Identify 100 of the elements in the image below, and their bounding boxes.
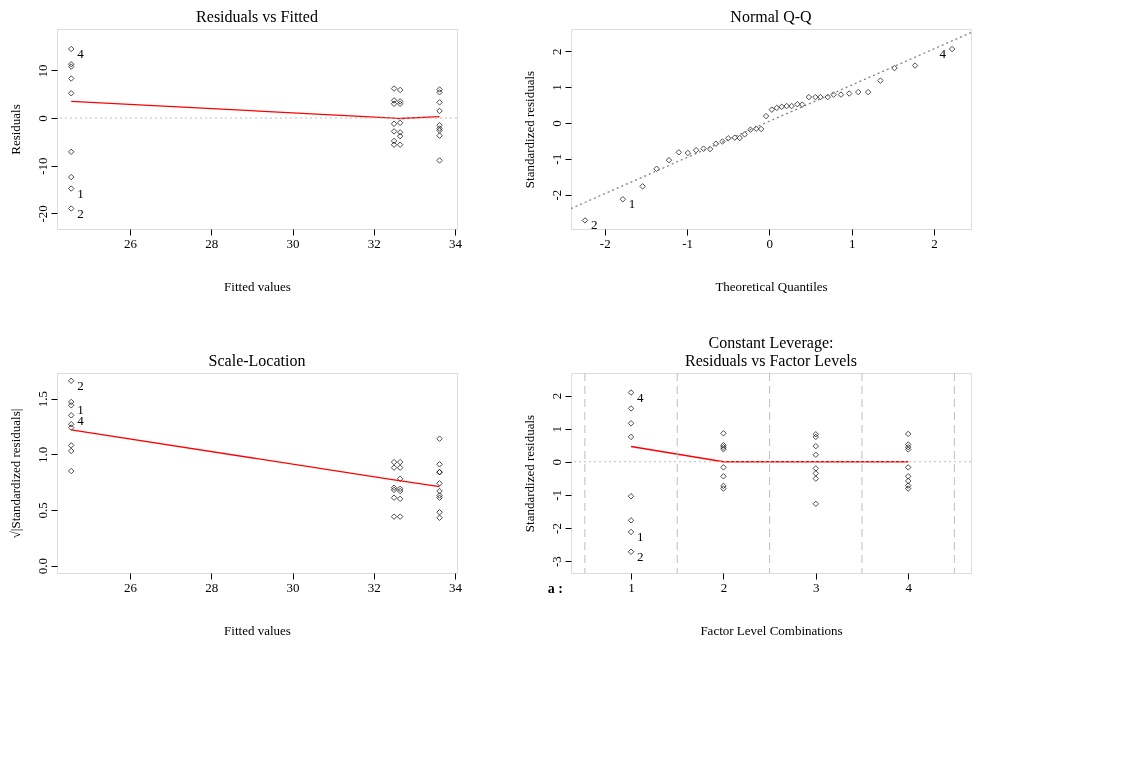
x-tick-label: 26 xyxy=(124,235,138,251)
y-tick-label: 1.5 xyxy=(34,390,50,408)
point xyxy=(627,517,635,524)
point xyxy=(665,156,673,164)
point xyxy=(581,217,589,224)
point xyxy=(675,149,683,156)
point xyxy=(67,185,75,192)
annotation: 2 xyxy=(77,377,84,393)
point xyxy=(778,103,785,111)
y-tick-label: 0 xyxy=(548,458,564,466)
x-axis-title: Theoretical Quantiles xyxy=(715,278,828,294)
x-tick-label: 34 xyxy=(448,579,463,595)
x-tick-label: 30 xyxy=(286,579,300,595)
x-tick-label: 34 xyxy=(448,235,463,251)
point xyxy=(390,120,398,127)
point xyxy=(436,480,443,487)
y-tick-label: 0.0 xyxy=(34,558,50,575)
point xyxy=(67,424,75,431)
x-tick-label: -1 xyxy=(682,235,693,251)
point xyxy=(712,140,720,147)
point xyxy=(436,514,443,522)
point xyxy=(627,405,635,412)
point xyxy=(436,157,443,164)
point xyxy=(830,91,837,98)
point xyxy=(812,500,820,508)
point xyxy=(436,89,443,96)
point xyxy=(799,101,806,108)
annotation: 2 xyxy=(77,205,84,221)
point xyxy=(812,465,820,472)
point xyxy=(812,451,820,459)
point xyxy=(396,513,404,520)
chart-title: Scale-Location xyxy=(208,352,306,369)
point xyxy=(757,125,765,133)
point xyxy=(812,475,820,482)
y-tick-label: 0 xyxy=(34,115,50,122)
point xyxy=(396,464,404,471)
point xyxy=(736,134,743,142)
point xyxy=(67,173,75,181)
point xyxy=(67,45,75,53)
x-tick-label: 32 xyxy=(367,579,381,595)
x-tick-label: 32 xyxy=(367,235,381,251)
point xyxy=(812,431,820,438)
point xyxy=(67,148,75,156)
chart-title: Residuals vs Fitted xyxy=(196,8,318,25)
point xyxy=(812,433,820,441)
y-tick-label: 1.0 xyxy=(34,446,50,463)
point xyxy=(619,196,627,203)
x-tick-label: 2 xyxy=(720,579,728,595)
point xyxy=(627,528,635,536)
point xyxy=(436,461,443,468)
point xyxy=(396,132,404,140)
point xyxy=(812,442,820,450)
point xyxy=(627,492,635,500)
point xyxy=(720,482,727,490)
point xyxy=(627,433,635,441)
x-tick-label: 1 xyxy=(628,579,635,595)
point xyxy=(390,100,398,107)
point xyxy=(720,464,727,471)
point xyxy=(794,101,801,108)
point xyxy=(436,132,443,139)
y-tick-label: 2 xyxy=(548,48,564,55)
point xyxy=(390,141,398,148)
point xyxy=(390,128,398,135)
x-tick-label: 30 xyxy=(286,235,300,251)
point xyxy=(396,119,404,127)
point xyxy=(719,138,726,145)
y-tick-label: -10 xyxy=(34,157,50,175)
x-tick-label: 1 xyxy=(848,235,856,251)
point xyxy=(390,486,398,494)
point xyxy=(67,412,75,419)
x-axis-title: Fitted values xyxy=(224,278,291,294)
point xyxy=(824,93,832,101)
y-tick-label: -20 xyxy=(34,205,50,223)
point xyxy=(396,458,404,466)
annotation: 1 xyxy=(628,196,636,212)
point xyxy=(67,205,75,212)
annotation: 4 xyxy=(637,389,645,405)
point xyxy=(390,513,398,520)
annotation: 2 xyxy=(590,217,598,233)
point xyxy=(436,99,443,106)
point xyxy=(390,97,398,104)
y-axis-title: √|Standardized residuals| xyxy=(7,408,23,539)
point xyxy=(817,93,824,101)
annotation: 1 xyxy=(637,528,644,544)
point xyxy=(731,134,739,141)
point xyxy=(390,464,398,471)
point xyxy=(67,447,75,455)
point xyxy=(911,62,919,69)
point xyxy=(653,165,660,173)
x-axis-title: Fitted values xyxy=(224,622,291,638)
x-tick-label: 26 xyxy=(124,579,138,595)
point xyxy=(891,64,898,72)
point xyxy=(390,85,398,92)
annotation: 1 xyxy=(77,185,84,201)
point xyxy=(67,402,75,409)
point xyxy=(396,129,404,136)
point xyxy=(948,45,956,53)
point xyxy=(768,106,776,113)
point xyxy=(692,146,700,154)
point xyxy=(396,495,404,503)
